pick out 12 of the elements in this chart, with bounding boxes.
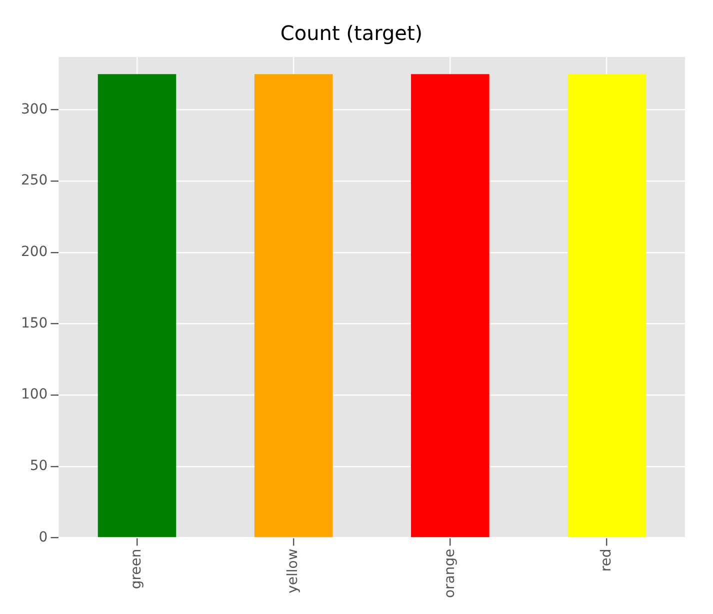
x-tick-label: red (598, 548, 614, 572)
y-tick-label: 0 (38, 529, 48, 546)
x-tick-label: green (128, 548, 145, 590)
y-tick-label: 50 (30, 458, 48, 474)
y-tick-label: 200 (20, 244, 48, 260)
chart-title: Count (target) (280, 21, 423, 46)
y-tick-label: 150 (20, 315, 48, 332)
y-tick-label: 100 (20, 386, 48, 403)
y-tick-label: 300 (20, 101, 48, 118)
x-tick-label: orange (442, 548, 458, 598)
y-tick-label: 250 (20, 172, 48, 189)
x-tick-label: yellow (285, 548, 302, 594)
